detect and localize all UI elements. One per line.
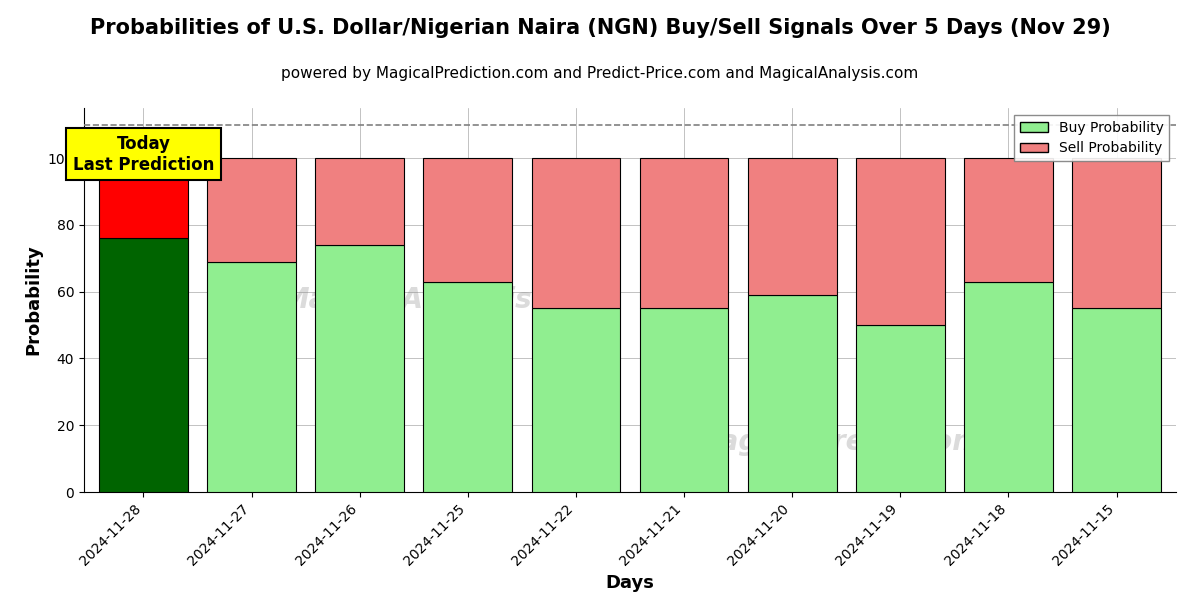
Text: powered by MagicalPrediction.com and Predict-Price.com and MagicalAnalysis.com: powered by MagicalPrediction.com and Pre… — [281, 66, 919, 81]
Text: Today
Last Prediction: Today Last Prediction — [73, 135, 214, 173]
Bar — [316, 245, 404, 492]
Bar — [316, 158, 404, 245]
Bar — [640, 308, 728, 492]
Text: MagicalAnalysis.com: MagicalAnalysis.com — [282, 286, 607, 314]
Bar — [424, 158, 512, 281]
Bar — [748, 158, 836, 295]
Bar — [964, 281, 1052, 492]
Bar — [100, 238, 187, 492]
Bar — [424, 281, 512, 492]
Bar — [640, 158, 728, 308]
Bar — [100, 158, 187, 238]
Bar — [1073, 308, 1160, 492]
Text: MagicalPrediction.com: MagicalPrediction.com — [692, 428, 1048, 456]
Bar — [208, 158, 296, 262]
Bar — [856, 325, 944, 492]
Bar — [1073, 158, 1160, 308]
Bar — [532, 158, 620, 308]
Legend: Buy Probability, Sell Probability: Buy Probability, Sell Probability — [1014, 115, 1169, 161]
Bar — [532, 308, 620, 492]
Bar — [964, 158, 1052, 281]
Text: Probabilities of U.S. Dollar/Nigerian Naira (NGN) Buy/Sell Signals Over 5 Days (: Probabilities of U.S. Dollar/Nigerian Na… — [90, 18, 1110, 38]
Y-axis label: Probability: Probability — [24, 245, 42, 355]
Bar — [748, 295, 836, 492]
X-axis label: Days: Days — [606, 574, 654, 592]
Bar — [208, 262, 296, 492]
Bar — [856, 158, 944, 325]
